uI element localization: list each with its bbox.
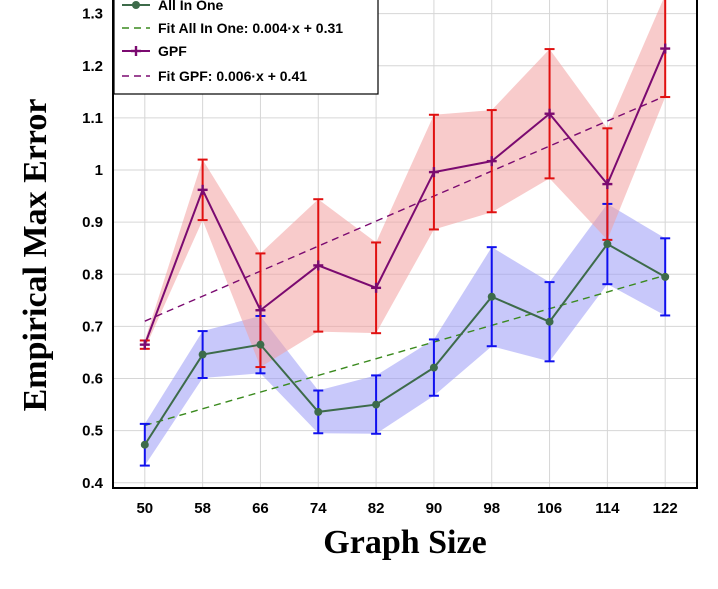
legend-box [113, 0, 379, 95]
data-point [487, 292, 496, 301]
x-axis-title: Graph Size [323, 524, 486, 561]
data-point [661, 272, 670, 281]
series-line-2 [143, 48, 667, 345]
y-tick-label: 0.9 [82, 214, 103, 231]
y-tick-label: 0.8 [82, 266, 103, 283]
data-point [314, 407, 323, 416]
y-tick-label: 0.6 [82, 371, 103, 388]
x-tick-label: 74 [310, 500, 327, 517]
fit-line-2 [144, 95, 666, 322]
data-point [544, 108, 555, 119]
x-tick-label: 58 [194, 500, 211, 517]
x-tick-label: 98 [483, 500, 500, 517]
data-point [486, 156, 497, 167]
y-tick-label: 1.2 [82, 58, 103, 75]
y-tick-label: 1.3 [82, 6, 103, 23]
data-point [545, 317, 554, 326]
x-tick-label: 82 [368, 500, 385, 517]
data-point [602, 179, 613, 190]
legend-label: Fit GPF: 0.006·x + 0.41 [158, 68, 307, 84]
x-tick-label: 90 [426, 500, 443, 517]
band-series-2 [144, 0, 666, 368]
data-point [197, 184, 208, 195]
legend-label: Fit All In One: 0.004·x + 0.31 [158, 20, 343, 36]
x-tick-label: 114 [595, 500, 620, 517]
legend-item: All In One [122, 0, 224, 13]
x-tick-label: 122 [653, 500, 678, 517]
x-tick-label: 66 [252, 500, 269, 517]
data-point [256, 340, 265, 349]
y-tick-label: 0.5 [82, 423, 103, 440]
legend-item: Fit All In One: 0.004·x + 0.31 [122, 20, 343, 36]
y-tick-label: 1.1 [82, 110, 103, 127]
legend-item: Fit GPF: 0.006·x + 0.41 [122, 68, 307, 84]
data-points [139, 43, 671, 449]
data-point [198, 350, 207, 359]
fit-lines [144, 95, 666, 427]
data-point [139, 339, 150, 350]
axis-ticks: 50 58 66 74 82 90 98 106 114 122 0.4 0.5 0.6 0.7 0.8 0.… [82, 6, 678, 517]
data-point [429, 363, 438, 372]
x-tick-label: 106 [537, 500, 562, 517]
legend-label: GPF [158, 43, 187, 59]
plot-frame [112, 0, 698, 489]
y-tick-label: 1 [95, 162, 103, 179]
legend-marker [132, 1, 140, 9]
data-point [428, 167, 439, 178]
data-point [313, 260, 324, 271]
legend-label: All In One [158, 0, 224, 13]
series-line-1 [143, 242, 666, 446]
data-point [371, 282, 382, 293]
y-axis-title: Empirical Max Error [17, 99, 54, 412]
data-point [140, 440, 149, 449]
fit-line-1 [144, 274, 666, 427]
confidence-bands [144, 0, 666, 466]
y-tick-label: 0.7 [82, 318, 103, 335]
data-point [603, 240, 612, 249]
data-point [372, 400, 381, 409]
x-tick-label: 50 [136, 500, 153, 517]
legend: All In One Fit All In One: 0.004·x + 0.31… [113, 0, 379, 95]
y-tick-label: 0.4 [82, 475, 104, 492]
data-point [660, 43, 671, 54]
data-point [255, 305, 266, 316]
series-lines [143, 48, 667, 446]
legend-item: GPF [122, 43, 187, 59]
